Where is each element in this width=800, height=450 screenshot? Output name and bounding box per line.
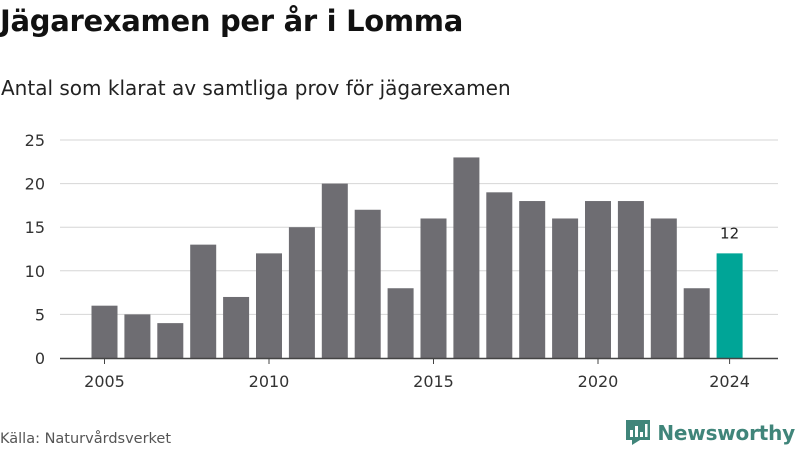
bar [420, 218, 447, 358]
bar [288, 227, 315, 358]
bar [157, 323, 184, 358]
bar [124, 314, 151, 358]
bar [519, 201, 546, 358]
bar [617, 201, 644, 358]
bar [354, 209, 381, 358]
bar [321, 183, 348, 358]
source-note: Källa: Naturvårdsverket [0, 431, 172, 447]
y-tick-label: 15 [25, 218, 45, 237]
bar [256, 253, 282, 358]
chart-title: Jägarexamen per år i Lomma [0, 4, 463, 38]
bar [486, 192, 513, 358]
bar [552, 218, 579, 358]
brand-logo: Newsworthy [625, 419, 795, 446]
x-tick-label: 2010 [249, 372, 290, 391]
chart-subtitle: Antal som klarat av samtliga prov för jä… [1, 76, 511, 100]
y-tick-label: 25 [25, 131, 45, 150]
x-tick-label: 2024 [709, 372, 750, 391]
bar [650, 218, 677, 358]
y-tick-label: 10 [25, 262, 45, 281]
y-tick-label: 0 [35, 349, 45, 368]
x-tick-label: 2015 [413, 372, 454, 391]
bar [223, 296, 250, 358]
bar [91, 305, 118, 358]
y-tick-label: 20 [25, 175, 45, 194]
x-tick-label: 2020 [578, 372, 619, 391]
bar-chart-icon [625, 419, 651, 446]
bar [453, 157, 480, 358]
bar [683, 288, 710, 358]
brand-name: Newsworthy [657, 420, 795, 445]
bar [585, 201, 611, 358]
bar [387, 288, 414, 358]
y-tick-label: 5 [35, 305, 45, 324]
bar-chart: 0 5 10 15 20 25 2005 2010 2015 2020 2024 12 [25, 131, 778, 391]
bar [716, 253, 743, 358]
bar [190, 244, 217, 358]
x-tick-label: 2005 [84, 372, 125, 391]
data-label: 12 [720, 224, 739, 242]
